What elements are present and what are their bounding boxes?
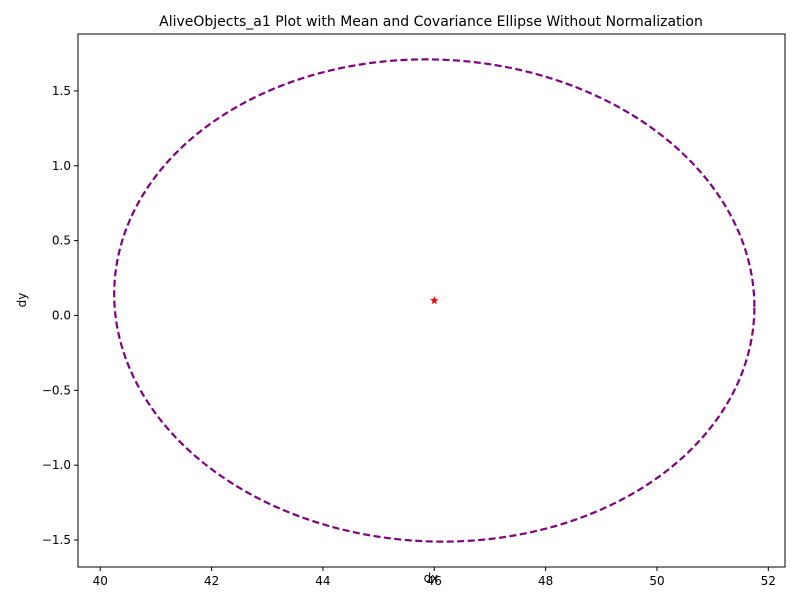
x-axis: 40 42 44 46 48 50 52 bbox=[93, 567, 776, 588]
chart-title: AliveObjects_a1 Plot with Mean and Covar… bbox=[159, 14, 703, 30]
y-axis: −1.5 −1.0 −0.5 0.0 0.5 1.0 1.5 bbox=[42, 84, 78, 547]
x-tick-label: 52 bbox=[761, 574, 776, 588]
x-tick-label: 48 bbox=[538, 574, 553, 588]
y-tick-label: 0.0 bbox=[52, 308, 71, 322]
mean-point-marker bbox=[430, 296, 439, 305]
covariance-ellipse bbox=[113, 58, 756, 543]
x-tick-label: 46 bbox=[427, 574, 442, 588]
y-tick-label: 1.5 bbox=[52, 84, 71, 98]
y-tick-label: −1.0 bbox=[42, 458, 71, 472]
x-tick-label: 42 bbox=[204, 574, 219, 588]
y-tick-label: −0.5 bbox=[42, 383, 71, 397]
y-tick-label: 1.0 bbox=[52, 159, 71, 173]
x-tick-label: 40 bbox=[93, 574, 108, 588]
y-tick-label: 0.5 bbox=[52, 234, 71, 248]
x-tick-label: 44 bbox=[315, 574, 330, 588]
y-axis-label: dy bbox=[15, 293, 29, 308]
plot-frame bbox=[77, 33, 786, 568]
plot-area bbox=[113, 58, 756, 543]
x-axis-label: dx bbox=[424, 571, 439, 585]
y-tick-label: −1.5 bbox=[42, 533, 71, 547]
x-tick-label: 50 bbox=[649, 574, 664, 588]
